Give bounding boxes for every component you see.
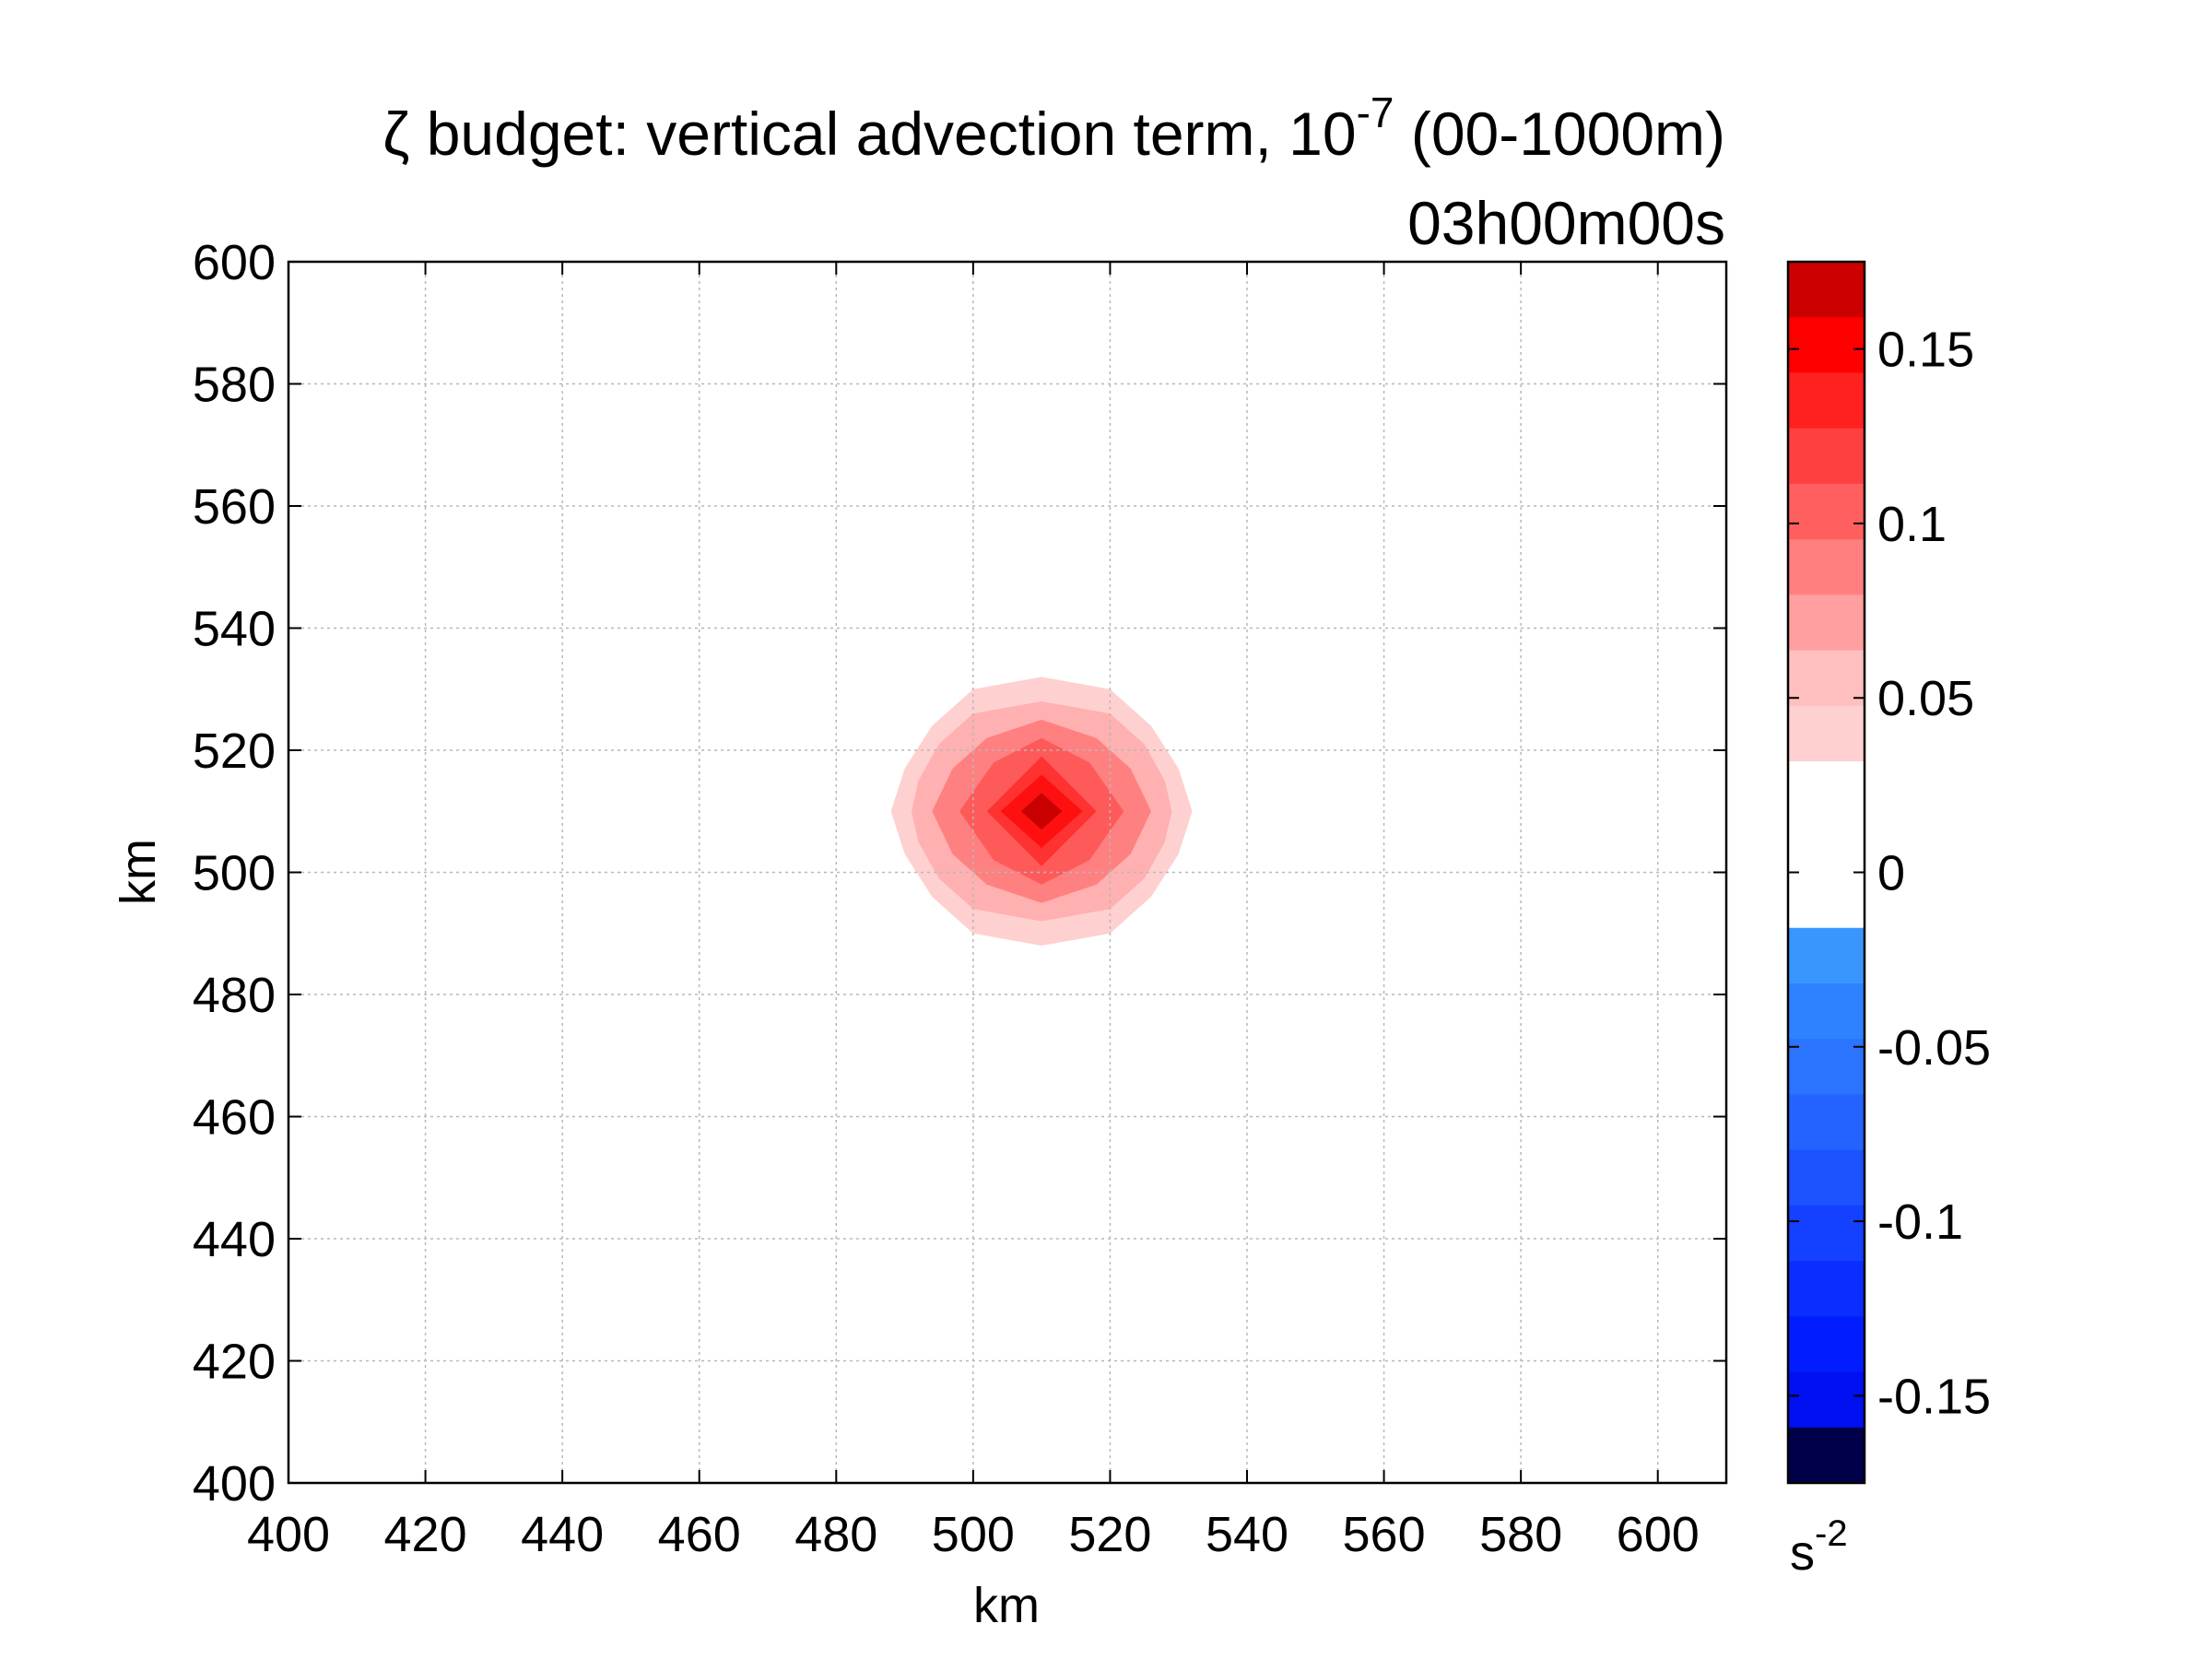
y-axis-label: km [111,839,166,905]
contour-fills [890,677,1193,946]
colorbar-band-1 [1788,317,1865,374]
x-tick-label-10: 600 [1617,1507,1700,1562]
title-exponent: -7 [1357,88,1394,136]
colorbar-band-13 [1788,982,1865,1040]
colorbar-tick-label-3: 0 [1877,846,1905,901]
y-tick-label-6: 520 [193,724,276,779]
colorbar-band-19 [1788,1316,1865,1373]
colorbar-band-2 [1788,372,1865,429]
y-tick-label-8: 560 [193,479,276,535]
y-tick-label-1: 420 [193,1335,276,1390]
y-tick-label-2: 440 [193,1212,276,1267]
y-ticks: 400 420 440 460 480 500 520 540 560 580 600 [193,235,1726,1512]
colorbar-tick-label-2: 0.05 [1877,671,1974,726]
x-tick-label-5: 500 [932,1507,1015,1562]
plot-area: 400 420 440 460 480 500 520 540 560 580 600 400 420… [193,235,1728,1562]
x-tick-label-4: 480 [794,1507,877,1562]
colorbar-band-10 [1788,817,1865,874]
colorbar-band-7 [1788,650,1865,707]
colorbar-tick-label-4: -0.05 [1877,1020,1991,1076]
colorbar-band-0 [1788,262,1865,318]
colorbar-units-exponent: -2 [1815,1513,1848,1554]
colorbar-band-14 [1788,1039,1865,1096]
colorbar-band-3 [1788,428,1865,485]
title-main-text: budget: vertical advection term, 10 [409,100,1356,168]
colorbar-band-18 [1788,1261,1865,1317]
colorbar-bands [1788,262,1865,1484]
y-tick-label-5: 500 [193,846,276,901]
title-symbol: ζ [382,100,409,168]
colorbar: 0.15 0.1 0.05 0 -0.05 -0.1 -0.15 s-2 [1786,260,1991,1581]
colorbar-band-21 [1788,1427,1865,1484]
colorbar-band-11 [1788,872,1865,929]
x-tick-label-2: 440 [521,1507,604,1562]
x-ticks: 400 420 440 460 480 500 520 540 560 580 600 [247,262,1700,1562]
x-tick-label-9: 580 [1479,1507,1562,1562]
y-tick-label-4: 480 [193,968,276,1023]
colorbar-band-15 [1788,1094,1865,1151]
colorbar-tick-label-5: -0.1 [1877,1194,1963,1250]
x-tick-label-0: 400 [247,1507,330,1562]
y-tick-label-0: 400 [193,1456,276,1512]
colorbar-band-8 [1788,705,1865,762]
title-suffix: (00-1000m) [1394,100,1726,168]
chart-title: ζ budget: vertical advection term, 10-7 … [382,88,1725,168]
colorbar-ticks: 0.15 0.1 0.05 0 -0.05 -0.1 -0.15 [1788,323,1991,1424]
y-tick-label-3: 460 [193,1090,276,1146]
grid-lines [288,262,1726,1483]
y-tick-label-10: 600 [193,235,276,290]
x-tick-label-6: 520 [1068,1507,1151,1562]
x-tick-label-1: 420 [384,1507,467,1562]
colorbar-band-17 [1788,1205,1865,1262]
colorbar-tick-label-6: -0.15 [1877,1369,1991,1424]
colorbar-tick-label-0: 0.15 [1877,323,1974,378]
colorbar-band-5 [1788,539,1865,595]
x-tick-label-8: 560 [1343,1507,1426,1562]
contour-level-6 [1020,793,1063,830]
x-tick-label-3: 460 [658,1507,741,1562]
colorbar-units: s-2 [1790,1513,1848,1581]
colorbar-band-12 [1788,927,1865,984]
y-tick-label-9: 580 [193,358,276,413]
colorbar-units-base: s [1790,1525,1815,1581]
x-tick-label-7: 540 [1206,1507,1288,1562]
colorbar-band-20 [1788,1371,1865,1429]
y-tick-label-7: 540 [193,602,276,657]
colorbar-band-16 [1788,1149,1865,1206]
colorbar-band-4 [1788,483,1865,540]
chart-subtitle: 03h00m00s [1407,189,1725,257]
colorbar-band-9 [1788,761,1865,818]
x-axis-label: km [973,1578,1040,1633]
colorbar-tick-label-1: 0.1 [1877,497,1947,552]
colorbar-band-6 [1788,594,1865,652]
